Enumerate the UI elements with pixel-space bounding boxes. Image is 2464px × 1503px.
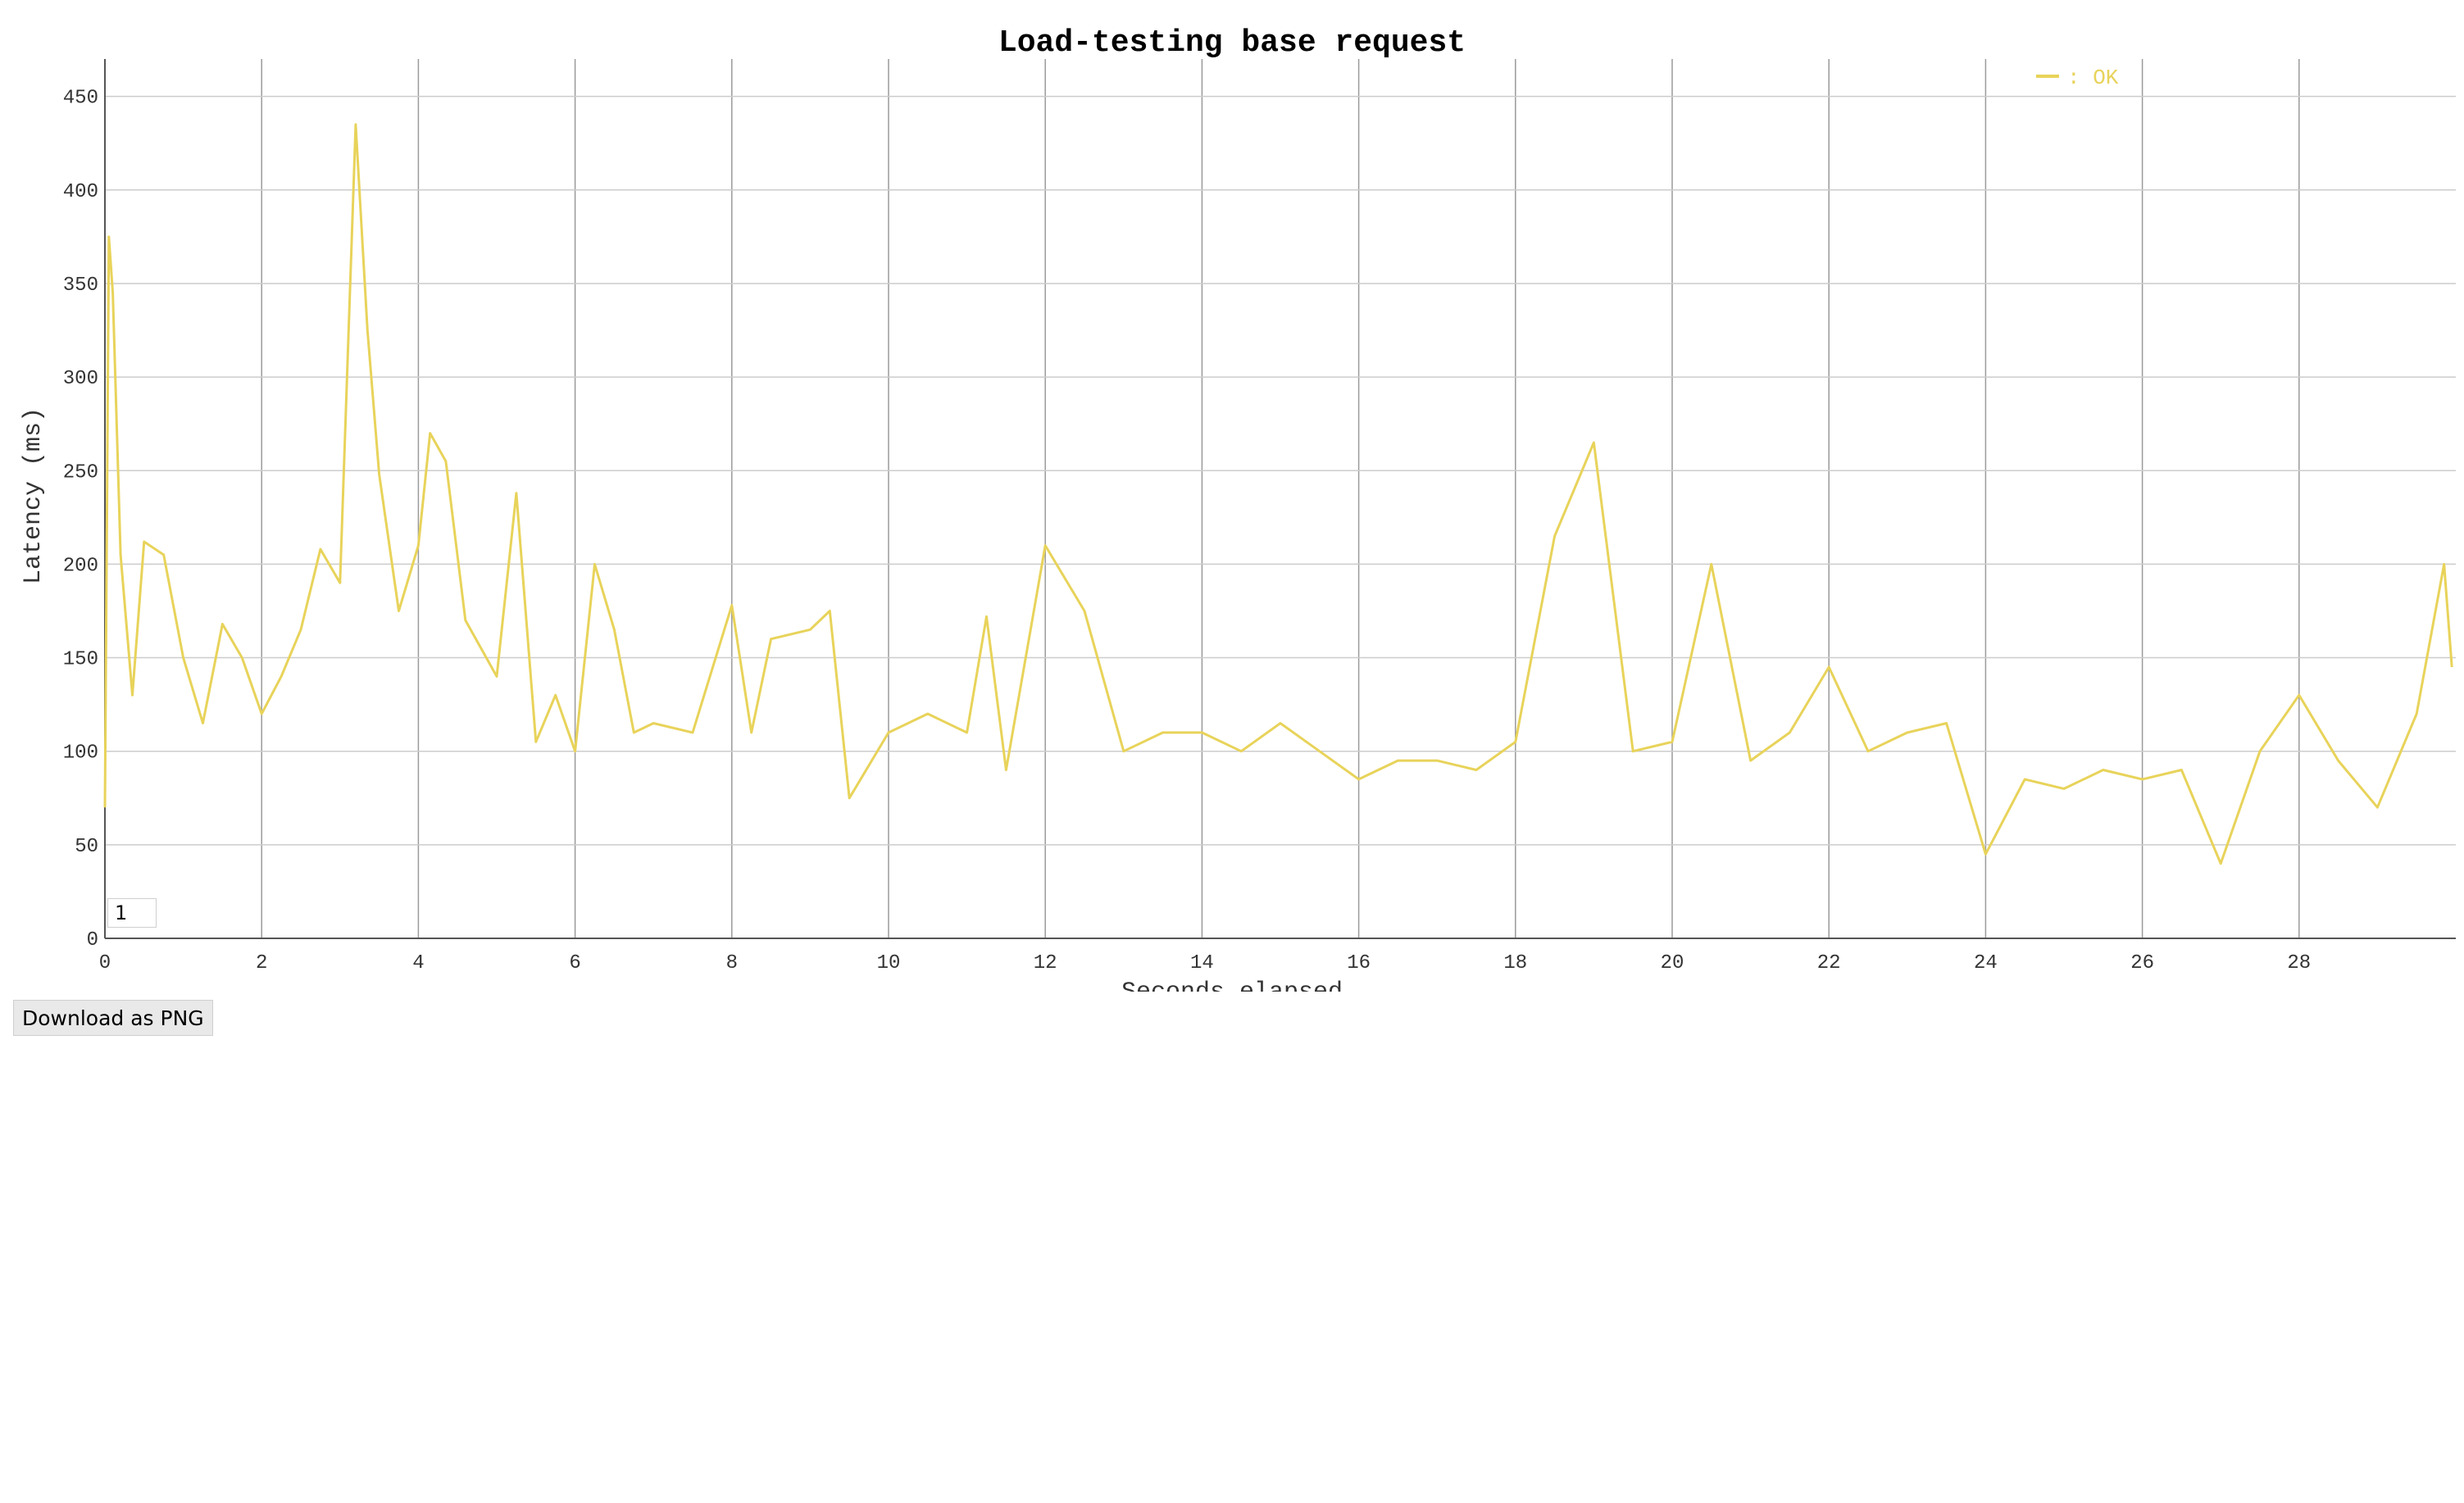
x-tick-label: 6 bbox=[569, 952, 580, 974]
y-tick-label: 250 bbox=[63, 461, 98, 484]
chart-title: Load-testing base request bbox=[998, 25, 1466, 61]
y-tick-label: 400 bbox=[63, 181, 98, 203]
x-tick-label: 10 bbox=[877, 952, 901, 974]
y-tick-label: 300 bbox=[63, 368, 98, 390]
x-tick-label: 16 bbox=[1347, 952, 1371, 974]
download-png-button[interactable]: Download as PNG bbox=[13, 1000, 213, 1036]
y-tick-label: 50 bbox=[75, 836, 98, 858]
y-tick-label: 200 bbox=[63, 555, 98, 577]
x-tick-label: 8 bbox=[726, 952, 738, 974]
y-tick-label: 100 bbox=[63, 742, 98, 765]
x-tick-label: 22 bbox=[1817, 952, 1841, 974]
chart-axes bbox=[104, 59, 2456, 939]
smoothing-input[interactable] bbox=[107, 898, 157, 928]
y-tick-label: 0 bbox=[87, 929, 98, 951]
x-tick-label: 24 bbox=[1974, 952, 1998, 974]
x-tick-label: 14 bbox=[1190, 952, 1214, 974]
x-tick-label: 0 bbox=[99, 952, 111, 974]
x-tick-label: 18 bbox=[1503, 952, 1527, 974]
x-tick-label: 12 bbox=[1034, 952, 1057, 974]
series-line-ok bbox=[103, 123, 2453, 865]
y-axis-title: Latency (ms) bbox=[20, 407, 48, 584]
x-axis-title: Seconds elapsed bbox=[1121, 979, 1343, 992]
x-tick-label: 26 bbox=[2130, 952, 2154, 974]
tick-labels: 0 2 4 6 8 10 12 14 16 18 20 22 24 26 28050100150200250… bbox=[63, 88, 2311, 974]
chart-legend: : OK bbox=[2036, 66, 2119, 90]
plot-area bbox=[103, 123, 2453, 865]
y-tick-label: 350 bbox=[63, 275, 98, 297]
x-tick-label: 20 bbox=[1661, 952, 1684, 974]
legend-label-ok: : OK bbox=[2067, 66, 2119, 90]
chart-grid bbox=[105, 59, 2456, 938]
x-tick-label: 2 bbox=[256, 952, 267, 974]
y-tick-label: 450 bbox=[63, 88, 98, 110]
x-tick-label: 28 bbox=[2287, 952, 2311, 974]
latency-chart: Load-testing base request 0 2 4 6 8 10 12 14 16 1… bbox=[20, 25, 2456, 992]
x-tick-label: 4 bbox=[412, 952, 424, 974]
y-tick-label: 150 bbox=[63, 649, 98, 671]
